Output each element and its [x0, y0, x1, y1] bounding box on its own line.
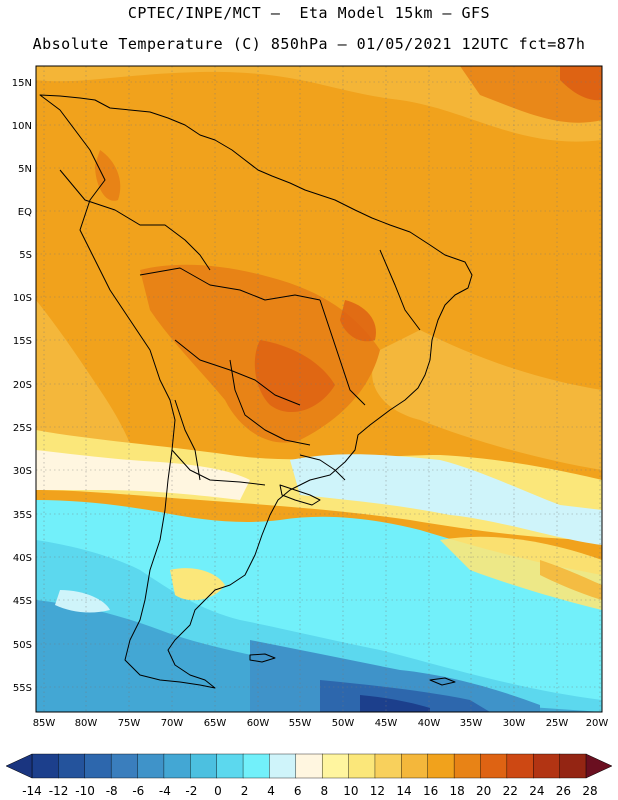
colorbar-swatch: [321, 753, 350, 779]
scale-label: 8: [320, 784, 328, 798]
lat-label: 10S: [13, 293, 32, 304]
scale-label: 2: [241, 784, 249, 798]
colorbar-swatch: [242, 753, 270, 779]
colorbar-swatch: [31, 753, 59, 779]
colorbar-swatch: [559, 753, 587, 779]
lon-label: 65W: [204, 718, 227, 729]
scale-label: 26: [556, 784, 571, 798]
chart-title-line1: CPTEC/INPE/MCT – Eta Model 15km – GFS: [127, 4, 491, 22]
scale-label: 28: [582, 784, 597, 798]
colorbar-swatch: [84, 753, 112, 779]
lat-label: 35S: [13, 510, 32, 521]
scale-label: 4: [267, 784, 275, 798]
temperature-field: [36, 66, 602, 712]
colorbar-low-arrow: [5, 753, 33, 779]
lon-label: 50W: [332, 718, 355, 729]
lat-label: 15S: [13, 336, 32, 347]
lon-label: 20W: [586, 718, 609, 729]
colorbar-high-arrow: [585, 753, 613, 779]
lat-label: 50S: [13, 640, 32, 651]
scale-label: 22: [503, 784, 518, 798]
scale-label: 14: [396, 784, 411, 798]
lat-label: EQ: [18, 207, 32, 218]
scale-label: -14: [22, 784, 42, 798]
lat-label: 30S: [13, 466, 32, 477]
colorbar-swatch: [480, 753, 508, 779]
lat-label: 5S: [19, 250, 32, 261]
scale-label: 24: [529, 784, 544, 798]
colorbar-swatch: [110, 753, 139, 779]
lon-label: 60W: [247, 718, 270, 729]
lat-label: 40S: [13, 553, 32, 564]
longitude-labels: 85W 80W 75W 70W 65W 60W 55W 50W 45W 40W …: [33, 718, 609, 729]
lat-label: 45S: [13, 596, 32, 607]
lon-label: 45W: [375, 718, 398, 729]
lon-label: 55W: [289, 718, 312, 729]
colorbar-swatch: [58, 753, 86, 779]
lon-label: 85W: [33, 718, 56, 729]
latitude-labels: 15N 10N 5N EQ 5S 10S 15S 20S 25S 30S 35S…: [12, 78, 32, 694]
lat-label: 55S: [13, 683, 32, 694]
colorbar-swatch: [269, 753, 297, 779]
lon-label: 70W: [161, 718, 184, 729]
lat-label: 20S: [13, 380, 32, 391]
scale-label: -4: [159, 784, 171, 798]
scale-label: 0: [214, 784, 222, 798]
lat-label: 5N: [18, 164, 32, 175]
scale-label: 16: [423, 784, 438, 798]
scale-label: -10: [75, 784, 95, 798]
colorbar-swatch: [506, 753, 534, 779]
scale-label: 12: [370, 784, 385, 798]
scale-label: 18: [449, 784, 464, 798]
lat-label: 10N: [12, 121, 32, 132]
scale-label: -2: [185, 784, 197, 798]
colorbar-swatch: [401, 753, 429, 779]
map-frame: [35, 65, 603, 713]
colorbar-swatch: [190, 753, 218, 779]
chart-title-line2: Absolute Temperature (C) 850hPa – 01/05/…: [32, 35, 586, 53]
colorbar-swatch: [295, 753, 323, 779]
scale-label: 20: [476, 784, 491, 798]
colorbar-swatch: [533, 753, 561, 779]
lon-label: 30W: [503, 718, 526, 729]
scale-label: -6: [132, 784, 144, 798]
color-scale-bar: [31, 753, 587, 779]
lon-label: 25W: [546, 718, 569, 729]
lon-label: 80W: [75, 718, 98, 729]
lat-label: 15N: [12, 78, 32, 89]
lat-label: 25S: [13, 423, 32, 434]
scale-label: -8: [106, 784, 118, 798]
colorbar-swatch: [163, 753, 191, 779]
lon-label: 35W: [460, 718, 483, 729]
lon-label: 75W: [118, 718, 141, 729]
scale-label: -12: [49, 784, 69, 798]
colorbar-swatch: [216, 753, 244, 779]
colorbar-swatch: [453, 753, 481, 779]
colorbar-swatch: [348, 753, 376, 779]
scale-label: 6: [294, 784, 302, 798]
scale-label: 10: [343, 784, 358, 798]
colorbar-swatch: [374, 753, 402, 779]
colorbar-swatch: [137, 753, 165, 779]
color-scale-labels: -14 -12 -10 -8 -6 -4 -2 0 2 4 6 8 10 12 …: [22, 784, 597, 798]
lon-label: 40W: [418, 718, 441, 729]
coastlines-and-borders: [39, 94, 473, 689]
colorbar-swatch: [427, 753, 455, 779]
